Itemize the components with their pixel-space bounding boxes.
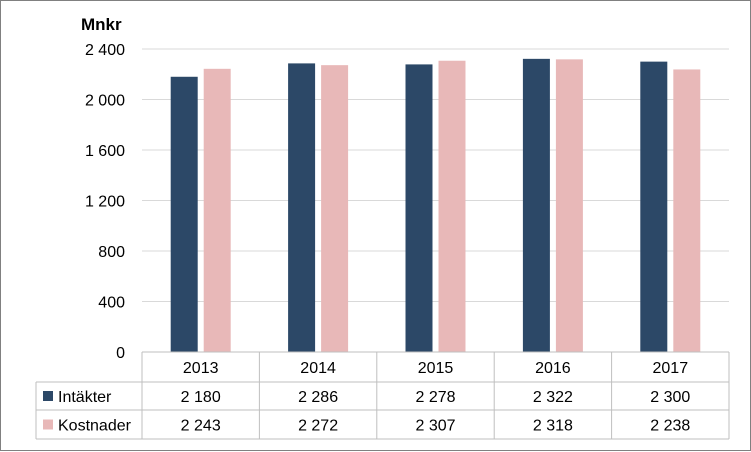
- bar-intakter: [522, 58, 550, 352]
- data-table: 2013 2014 2015 2016 2017 Intäkter 2 180 2 286 2 …: [35, 351, 730, 440]
- bars: [170, 58, 701, 353]
- data-label: 2 286: [298, 389, 338, 406]
- bar-intakter: [640, 61, 668, 352]
- bar-intakter: [170, 76, 198, 353]
- gridlines: [142, 48, 729, 302]
- x-tick-label: 2016: [535, 360, 571, 377]
- bar-intakter: [405, 64, 433, 352]
- data-label: 2 300: [650, 389, 690, 406]
- bar-kostnader: [555, 59, 583, 352]
- y-axis-label: Mnkr: [81, 15, 122, 34]
- y-tick-label: 400: [98, 295, 125, 312]
- x-tick-label: 2017: [653, 360, 689, 377]
- data-label: 2 180: [181, 389, 221, 406]
- y-tick-label: 800: [98, 244, 125, 261]
- data-label: 2 238: [650, 418, 690, 435]
- bar-kostnader: [203, 68, 231, 352]
- y-tick-label: 2 000: [85, 93, 125, 110]
- y-tick-label: 0: [116, 345, 125, 362]
- y-tick-label: 1 200: [85, 194, 125, 211]
- data-label: 2 243: [181, 418, 221, 435]
- y-tick-label: 2 400: [85, 42, 125, 59]
- bar-intakter: [288, 63, 316, 353]
- data-label: 2 272: [298, 418, 338, 435]
- x-tick-label: 2013: [183, 360, 219, 377]
- y-axis-ticks: 0 400 800 1 200 1 600 2 000 2 400: [85, 42, 125, 362]
- legend-label: Kostnader: [58, 418, 132, 435]
- bar-kostnader: [673, 69, 701, 352]
- x-tick-label: 2015: [418, 360, 454, 377]
- x-tick-label: 2014: [300, 360, 336, 377]
- y-tick-label: 1 600: [85, 143, 125, 160]
- bar-kostnader: [438, 60, 466, 353]
- data-label: 2 278: [415, 389, 455, 406]
- data-label: 2 307: [415, 418, 455, 435]
- bar-kostnader: [321, 65, 349, 352]
- legend-swatch: [43, 391, 53, 401]
- legend-swatch: [43, 419, 53, 430]
- data-label: 2 322: [533, 389, 573, 406]
- legend-label: Intäkter: [58, 389, 112, 406]
- data-label: 2 318: [533, 418, 573, 435]
